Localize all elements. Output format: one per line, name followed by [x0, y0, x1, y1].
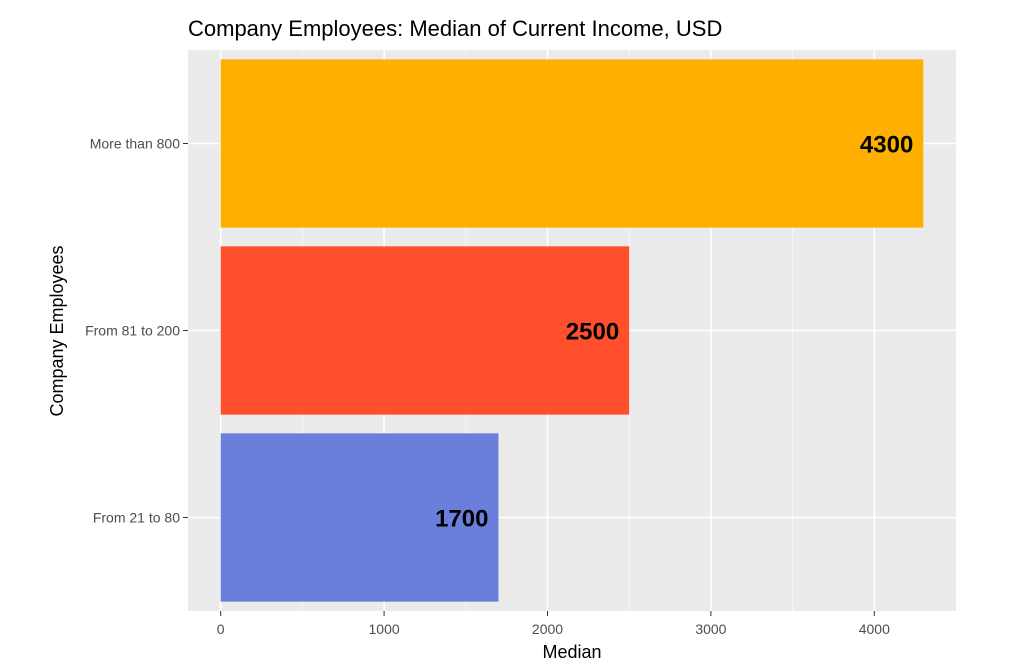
y-axis-title: Company Employees [47, 245, 67, 416]
data-label: 4300 [860, 132, 913, 159]
bar-more-than-800 [220, 59, 924, 228]
bar-from-21-to-80 [220, 433, 499, 602]
y-tick-label: More than 800 [90, 136, 180, 152]
x-tick-label: 3000 [695, 621, 726, 637]
y-tick-label: From 81 to 200 [85, 323, 180, 339]
data-label: 2500 [566, 319, 619, 346]
x-axis-title: Median [542, 642, 601, 662]
bar-from-81-to-200 [220, 246, 630, 415]
x-tick-label: 2000 [532, 621, 563, 637]
x-axis: 0 1000 2000 3000 4000 [217, 611, 890, 637]
y-axis: From 21 to 80 From 81 to 200 More than 800 [85, 136, 188, 526]
x-tick-label: 1000 [369, 621, 400, 637]
x-tick-label: 0 [217, 621, 225, 637]
data-labels: 1700 2500 4300 [435, 132, 913, 533]
data-label: 1700 [435, 506, 488, 533]
bars [220, 59, 924, 602]
chart-title: Company Employees: Median of Current Inc… [188, 16, 722, 41]
x-tick-label: 4000 [859, 621, 890, 637]
y-tick-label: From 21 to 80 [93, 510, 180, 526]
